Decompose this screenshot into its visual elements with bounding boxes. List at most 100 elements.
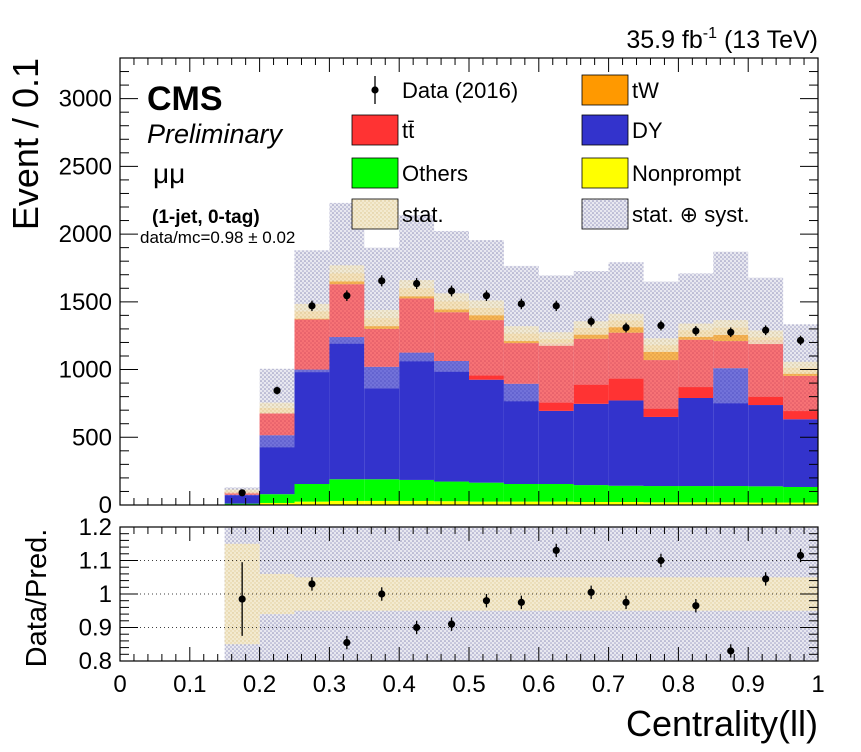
- stat-band-bin: [538, 332, 574, 346]
- legend-label: stat. ⊕ syst.: [632, 202, 749, 227]
- x-tick-label: 0.8: [662, 671, 695, 698]
- stack-bar-dy: [678, 397, 714, 487]
- stack-bar-others: [329, 479, 365, 501]
- x-tick-label: 0.2: [243, 671, 276, 698]
- ratio-point: [727, 647, 735, 655]
- preliminary-label: Preliminary: [147, 119, 284, 149]
- legend-label: stat.: [402, 202, 444, 227]
- stack-bar-others: [538, 484, 574, 502]
- ratio-point: [482, 597, 491, 605]
- ratio-point: [343, 638, 351, 647]
- stack-bar-others: [259, 494, 295, 503]
- ratio-stat-bin: [713, 577, 749, 611]
- stack-bar-nonprompt: [259, 502, 295, 505]
- stack-bar-others: [783, 486, 818, 503]
- data-point: [413, 279, 421, 288]
- ratio-point: [657, 556, 665, 565]
- stat-band-bin: [748, 330, 784, 345]
- stat-band-bin: [503, 326, 539, 342]
- top-axes: 0 500 1000 1500 2000 2500 3000: [59, 57, 819, 519]
- stat-band-bin: [573, 321, 609, 335]
- legend-label: Data (2016): [402, 78, 518, 103]
- legend-swatch: [351, 157, 399, 189]
- data-points-group: [238, 275, 805, 497]
- stack-bar-nonprompt: [678, 502, 714, 505]
- stack-bar-others: [748, 486, 784, 503]
- stack-bar-others: [503, 484, 539, 502]
- ratio-axes: 0.8 0.9 1 1.1 1.2 0 0.1 0.2 0.3 0.4 0.5 0.6 0.7 0.8 0.…: [79, 514, 825, 698]
- stack-bar-others: [469, 482, 504, 502]
- legend-swatch: [581, 74, 629, 106]
- stack-bar-dy: [748, 405, 784, 487]
- stack-bar-nonprompt: [713, 502, 749, 505]
- stat-band-bin: [294, 303, 330, 319]
- legend: Data (2016) tW tt̄ DY Others Nonprompt stat. st…: [351, 74, 749, 230]
- stack-bar-others: [224, 503, 260, 505]
- stack-bar-dy: [608, 400, 644, 486]
- stack-bar-nonprompt: [748, 502, 784, 505]
- data-point: [622, 323, 630, 332]
- lumi-label: 35.9 fb-1 (13 TeV): [626, 25, 818, 54]
- ratio-point: [447, 620, 456, 628]
- x-tick-label: 1: [811, 671, 824, 698]
- data-point: [796, 336, 805, 345]
- ratio-y-tick-label: 0.8: [79, 648, 112, 675]
- x-tick-label: 0.1: [173, 671, 206, 698]
- stack-bar-dy: [224, 494, 260, 504]
- legend-label: Others: [402, 161, 468, 186]
- y-tick-label: 1000: [59, 357, 112, 384]
- data-point: [727, 328, 735, 336]
- stack-bar-dy: [538, 410, 574, 485]
- stat-band-bin: [783, 361, 818, 374]
- data-point: [447, 287, 456, 295]
- stat-band-bin: [364, 309, 400, 327]
- ratio-y-tick-label: 0.9: [79, 615, 112, 642]
- ratio-point: [413, 623, 421, 632]
- x-tick-label: 0.7: [592, 671, 625, 698]
- ratio-gridlines: [120, 560, 818, 628]
- stack-bar-others: [294, 484, 330, 502]
- y-tick-label: 0: [99, 492, 112, 519]
- data-point: [378, 277, 386, 285]
- category-label: (1-jet, 0-tag): [152, 207, 260, 228]
- y-tick-label: 2500: [59, 153, 112, 180]
- y-tick-label: 500: [72, 424, 112, 451]
- data-point: [587, 317, 595, 326]
- stat-band-bin: [643, 338, 679, 352]
- ratio-point: [587, 588, 595, 596]
- ratio-point: [622, 598, 630, 606]
- legend-swatch: [351, 114, 399, 146]
- stack-bar-nonprompt: [469, 501, 504, 505]
- stack-bar-others: [434, 481, 469, 502]
- ratio-point: [796, 551, 805, 560]
- y-tick-label: 3000: [59, 86, 112, 113]
- data-point: [308, 302, 316, 310]
- stack-bar-nonprompt: [434, 501, 469, 505]
- legend-data-marker: [371, 86, 379, 94]
- data-point: [692, 327, 700, 335]
- x-tick-label: 0: [113, 671, 126, 698]
- legend-label: tW: [632, 78, 659, 103]
- top-ylabel: Event / 0.1: [5, 58, 46, 230]
- stack-bar-nonprompt: [364, 500, 400, 505]
- legend-swatch: [581, 114, 629, 146]
- stack-bar-dy: [399, 352, 435, 480]
- stack-bar-nonprompt: [573, 502, 609, 505]
- legend-swatch-syst: [581, 198, 629, 230]
- legend-swatch-stat: [351, 198, 399, 230]
- stack-bar-others: [643, 486, 679, 503]
- stack-bar-nonprompt: [643, 502, 679, 505]
- ratio-text: data/mc=0.98 ± 0.02: [140, 228, 295, 247]
- ratio-ylabel: Data/Pred.: [21, 529, 53, 668]
- data-point: [552, 302, 560, 310]
- y-tick-label: 1500: [59, 289, 112, 316]
- legend-label: DY: [632, 118, 663, 143]
- stack-bar-others: [678, 486, 714, 503]
- stat-band-bin: [434, 293, 469, 310]
- xlabel: Centrality(ll): [626, 703, 818, 744]
- data-point: [273, 386, 281, 395]
- stack-bar-nonprompt: [503, 501, 539, 505]
- stack-bar-dy: [783, 419, 818, 487]
- data-point: [482, 292, 491, 300]
